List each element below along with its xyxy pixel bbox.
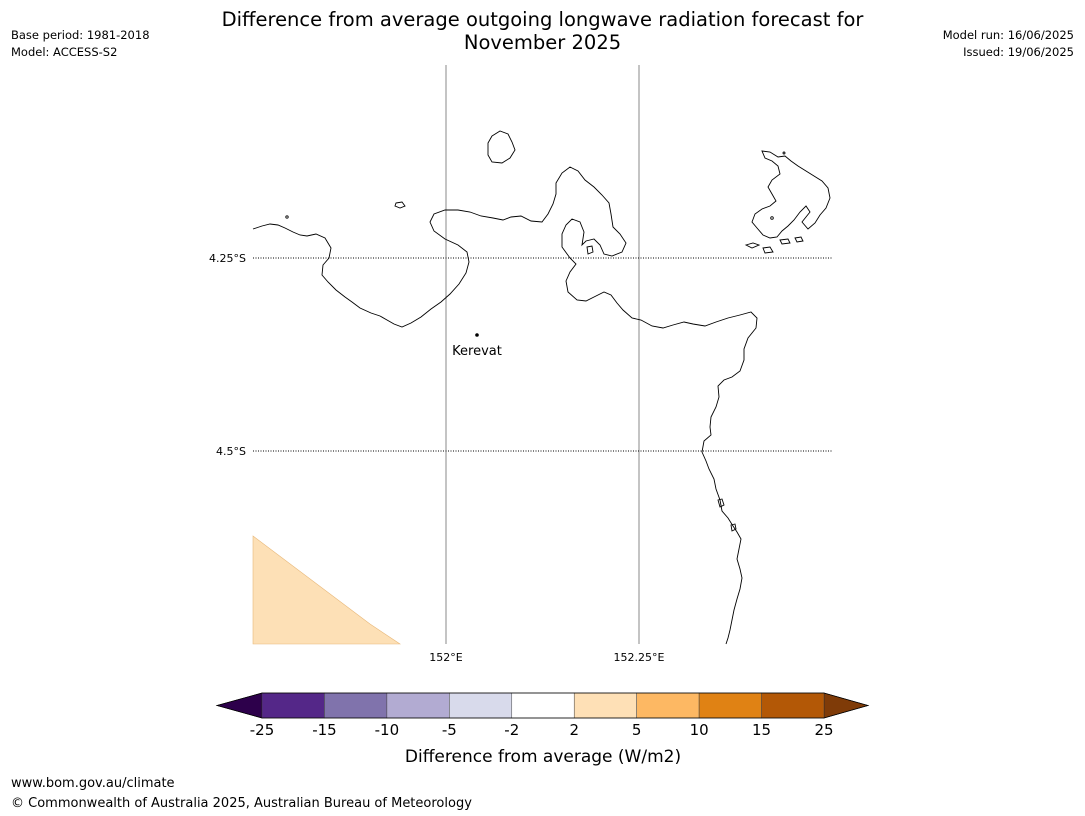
colorbar-bin (261, 692, 325, 719)
colorbar-tick-label: -15 (312, 721, 337, 739)
coastline-north-island (487, 130, 516, 164)
title-line-2: November 2025 (463, 31, 622, 54)
colorbar-tick-label: 15 (752, 721, 771, 739)
colorbar-bin (511, 692, 575, 719)
coastline-islet-west (394, 201, 406, 209)
footer: www.bom.gov.au/climate © Commonwealth of… (11, 774, 472, 814)
title-line-1: Difference from average outgoing longwav… (221, 8, 864, 31)
colorbar-tick-label: 25 (814, 721, 833, 739)
coastline-islet-east-2 (762, 246, 774, 254)
run-info: Model run: 16/06/2025 Issued: 19/06/2025 (943, 27, 1074, 61)
anomaly-shade-region (252, 535, 401, 645)
colorbar-tick-label: -2 (504, 721, 519, 739)
coastline-islet-inner (586, 245, 594, 255)
colorbar-extend-high (823, 692, 870, 719)
coastline-islet-dot-3 (782, 151, 786, 155)
colorbar-bin (324, 692, 388, 719)
colorbar-bin (386, 692, 450, 719)
coastline-islet-east-5 (717, 498, 725, 508)
coastline-islet-east-1 (744, 242, 761, 249)
lon-label-152: 152°E (429, 651, 462, 664)
colorbar-bin (761, 692, 825, 719)
colorbar-tick-label: -10 (375, 721, 400, 739)
colorbar-bin (449, 692, 513, 719)
model-name: Model: ACCESS-S2 (11, 45, 118, 59)
coastline-islet-east-3 (779, 238, 791, 245)
footer-copyright: © Commonwealth of Australia 2025, Austra… (11, 796, 472, 811)
colorbar-tick-label: -5 (442, 721, 457, 739)
footer-url: www.bom.gov.au/climate (11, 776, 175, 791)
model-run-date: Model run: 16/06/2025 (942, 28, 1074, 42)
colorbar-tick-label: 2 (569, 721, 579, 739)
coastline-islet-dot-2 (770, 216, 774, 220)
colorbar-title: Difference from average (W/m2) (405, 747, 681, 767)
lon-label-152-25: 152.25°E (614, 651, 665, 664)
base-info: Base period: 1981-2018 Model: ACCESS-S2 (11, 27, 150, 61)
colorbar-bin (573, 692, 637, 719)
issued-date: Issued: 19/06/2025 (963, 45, 1074, 59)
coastline-islet-east-6 (730, 523, 737, 532)
lat-label-4-25: 4.25°S (209, 252, 246, 265)
base-period: Base period: 1981-2018 (11, 28, 150, 42)
place-label: Kerevat (452, 344, 502, 359)
colorbar: -25 -15 -10 -5 -2 2 5 10 15 25 (215, 692, 870, 739)
colorbar-outline (215, 692, 870, 719)
place-marker (475, 333, 479, 337)
lat-label-4-5: 4.5°S (216, 445, 246, 458)
chart-title: Difference from average outgoing longwav… (180, 8, 905, 54)
colorbar-tick-label: 5 (632, 721, 642, 739)
coastline-main-west (252, 166, 758, 645)
coastline-northeast-islands (751, 150, 831, 239)
colorbar-tick-label: -25 (250, 721, 275, 739)
coastline-islet-dot-1 (285, 215, 289, 219)
colorbar-tick-label: 10 (690, 721, 709, 739)
colorbar-extend-low (215, 692, 263, 719)
coastline (252, 130, 831, 645)
coastline-islet-east-4 (794, 236, 804, 243)
colorbar-bin (698, 692, 762, 719)
colorbar-bin (636, 692, 700, 719)
